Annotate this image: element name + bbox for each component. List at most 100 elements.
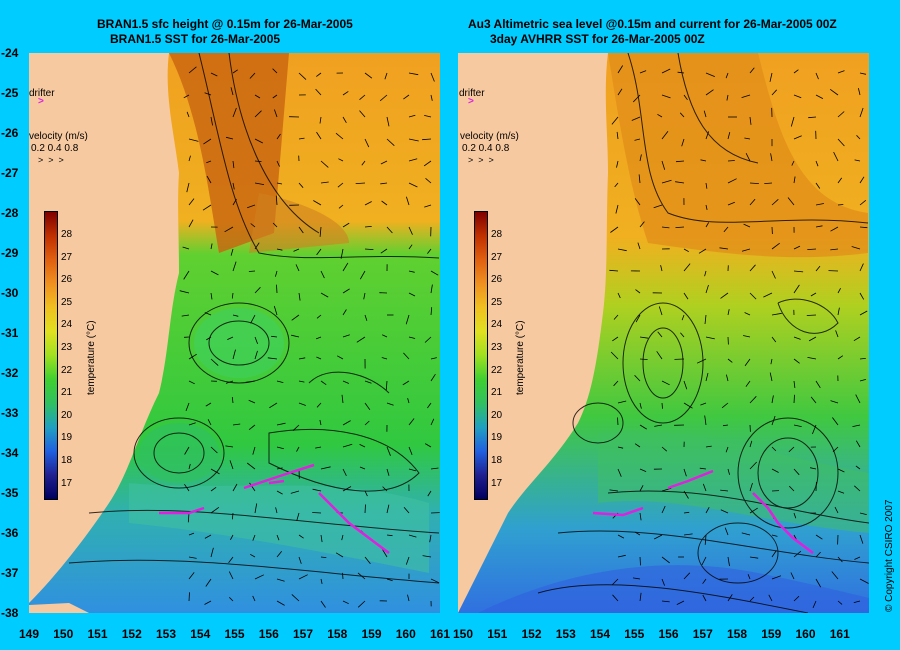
- left-velocity-title: velocity (m/s): [29, 131, 88, 142]
- velocity-arrow: [749, 116, 752, 125]
- velocity-arrow: [342, 572, 344, 580]
- velocity-arrow: [386, 402, 394, 406]
- longitude-label-left: 149: [18, 627, 40, 641]
- velocity-arrow: [249, 72, 256, 79]
- velocity-arrow: [727, 160, 735, 162]
- velocity-arrow: [188, 532, 195, 536]
- velocity-arrow: [611, 116, 619, 125]
- velocity-arrow: [342, 91, 349, 96]
- velocity-arrow: [634, 138, 641, 141]
- velocity-arrow: [612, 336, 619, 342]
- colorbar-tick: 24: [61, 319, 73, 331]
- velocity-arrow: [749, 198, 756, 206]
- colorbar-tick: 22: [61, 364, 73, 376]
- velocity-arrow: [403, 352, 410, 360]
- velocity-arrow: [231, 292, 234, 299]
- latitude-label: -33: [1, 406, 19, 420]
- velocity-arrow: [407, 397, 410, 404]
- velocity-arrow: [726, 94, 729, 101]
- velocity-arrow: [276, 248, 283, 251]
- velocity-arrow: [364, 556, 371, 565]
- velocity-arrow: [228, 571, 234, 580]
- right-map-panel[interactable]: [458, 53, 869, 613]
- velocity-arrow: [427, 248, 432, 254]
- velocity-arrow: [661, 578, 665, 586]
- left-drifter-label: drifter: [29, 88, 55, 99]
- velocity-arrow: [727, 468, 730, 475]
- longitude-label-right: 154: [589, 627, 611, 641]
- velocity-arrow: [210, 547, 214, 558]
- velocity-arrow: [380, 248, 388, 254]
- velocity-arrow: [403, 94, 410, 100]
- velocity-arrow: [276, 600, 285, 606]
- velocity-arrow: [639, 402, 642, 409]
- velocity-arrow: [422, 555, 432, 558]
- velocity-arrow: [408, 72, 419, 76]
- velocity-arrow: [319, 116, 322, 124]
- velocity-arrow: [837, 70, 845, 74]
- velocity-arrow: [815, 551, 821, 558]
- velocity-arrow: [210, 446, 218, 454]
- velocity-arrow: [381, 548, 388, 558]
- velocity-arrow: [661, 505, 666, 514]
- velocity-arrow: [430, 72, 435, 82]
- velocity-arrow: [793, 512, 797, 519]
- latitude-label: -31: [1, 326, 19, 340]
- velocity-arrow: [831, 571, 839, 580]
- velocity-arrow: [747, 574, 751, 580]
- velocity-arrow: [705, 131, 710, 140]
- velocity-arrow: [832, 417, 839, 426]
- velocity-arrow: [254, 574, 264, 580]
- velocity-arrow: [787, 197, 795, 206]
- velocity-arrow: [749, 264, 756, 272]
- velocity-arrow: [427, 490, 432, 497]
- velocity-arrow: [210, 486, 217, 492]
- velocity-arrow: [793, 135, 802, 140]
- velocity-arrow: [320, 380, 327, 386]
- velocity-arrow: [613, 314, 619, 320]
- velocity-arrow: [408, 226, 413, 235]
- latitude-label: -26: [1, 126, 19, 140]
- velocity-arrow: [741, 248, 751, 252]
- velocity-arrow: [356, 336, 366, 343]
- velocity-arrow: [364, 72, 373, 79]
- longitude-label-right: 151: [487, 627, 508, 641]
- velocity-arrow: [254, 182, 265, 185]
- velocity-arrow: [741, 94, 751, 98]
- left-map-panel[interactable]: [29, 53, 440, 613]
- velocity-arrow: [815, 265, 821, 272]
- velocity-arrow: [275, 507, 278, 514]
- velocity-arrow: [815, 225, 823, 228]
- velocity-arrow: [272, 222, 278, 228]
- velocity-arrow: [634, 375, 641, 382]
- right-velocity-title: velocity (m/s): [460, 131, 519, 142]
- velocity-arrow: [683, 468, 687, 477]
- velocity-arrow: [657, 331, 663, 338]
- velocity-arrow: [425, 177, 432, 184]
- right-drifter-marker: >: [468, 96, 474, 107]
- velocity-arrow: [704, 270, 707, 277]
- longitude-label-right: 159: [761, 627, 782, 641]
- velocity-arrow: [634, 198, 641, 206]
- velocity-arrow: [660, 265, 663, 272]
- velocity-arrow: [232, 182, 235, 190]
- velocity-arrow: [724, 527, 729, 536]
- velocity-arrow: [298, 292, 301, 301]
- velocity-arrow: [228, 556, 234, 564]
- velocity-arrow: [859, 226, 868, 229]
- velocity-arrow: [204, 534, 212, 539]
- velocity-arrow: [610, 351, 619, 360]
- velocity-arrow: [316, 248, 322, 256]
- velocity-arrow: [808, 116, 817, 119]
- velocity-arrow: [188, 155, 191, 162]
- velocity-arrow: [719, 247, 729, 250]
- velocity-arrow: [188, 422, 196, 426]
- velocity-arrow: [725, 72, 729, 79]
- velocity-arrow: [859, 578, 869, 584]
- velocity-arrow: [705, 445, 712, 448]
- longitude-label-left: 152: [121, 627, 142, 641]
- velocity-arrow: [293, 248, 300, 252]
- velocity-arrow: [402, 380, 410, 386]
- colorbar-tick: 24: [491, 319, 503, 331]
- velocity-arrow: [341, 394, 344, 404]
